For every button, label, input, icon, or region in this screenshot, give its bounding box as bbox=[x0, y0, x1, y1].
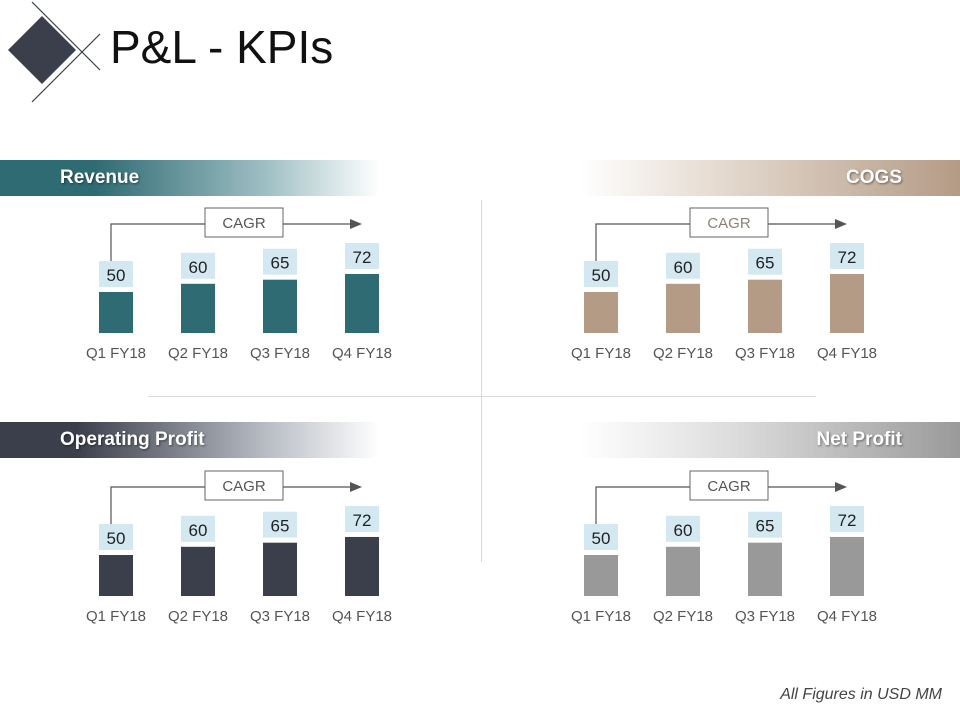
cogs-category-label-3: Q3 FY18 bbox=[735, 345, 795, 362]
operating-profit-header-label: Operating Profit bbox=[60, 429, 205, 450]
cogs-bar-2 bbox=[666, 283, 700, 333]
operating-profit-cagr-box bbox=[204, 470, 284, 501]
net-profit-header: Net Profit bbox=[580, 422, 960, 458]
operating-profit-category-label-3: Q3 FY18 bbox=[250, 608, 310, 625]
operating-profit-cagr-arrow-head-icon bbox=[350, 482, 362, 492]
horizontal-divider bbox=[148, 396, 816, 397]
operating-profit-value-label-1: 50 bbox=[107, 529, 126, 548]
net-profit-category-label-3: Q3 FY18 bbox=[735, 608, 795, 625]
operating-profit-value-label-2: 60 bbox=[189, 521, 208, 540]
cogs-header: COGS bbox=[580, 160, 960, 196]
net-profit-value-label-bg-1 bbox=[584, 524, 618, 550]
net-profit-value-label-bg-3 bbox=[748, 511, 782, 538]
operating-profit-value-label-3: 65 bbox=[271, 517, 290, 536]
operating-profit-category-label-2: Q2 FY18 bbox=[168, 608, 228, 625]
revenue-value-label-1: 50 bbox=[107, 266, 126, 285]
revenue-value-label-bg-2 bbox=[181, 252, 215, 279]
cogs-bar-1 bbox=[584, 292, 618, 333]
operating-profit-value-label-bg-4 bbox=[345, 505, 379, 532]
revenue-header-label: Revenue bbox=[60, 167, 140, 188]
revenue-bar-4 bbox=[345, 273, 379, 333]
net-profit-category-label-4: Q4 FY18 bbox=[817, 608, 877, 625]
cogs-category-label-1: Q1 FY18 bbox=[571, 345, 631, 362]
operating-profit-cagr-label: CAGR bbox=[222, 478, 266, 495]
revenue-value-label-4: 72 bbox=[353, 248, 372, 267]
revenue-value-label-2: 60 bbox=[189, 258, 208, 277]
net-profit-value-label-bg-2 bbox=[666, 515, 700, 542]
revenue-value-label-3: 65 bbox=[271, 254, 290, 273]
operating-profit-bar-2 bbox=[181, 546, 215, 596]
net-profit-cagr-box bbox=[689, 470, 769, 501]
net-profit-bar-4 bbox=[830, 536, 864, 596]
cogs-value-label-bg-3 bbox=[748, 248, 782, 275]
diamond-logo-icon bbox=[8, 1, 101, 103]
net-profit-bar-2 bbox=[666, 546, 700, 596]
net-profit-value-label-3: 65 bbox=[756, 517, 775, 536]
cogs-cagr-label: CAGR bbox=[707, 215, 751, 232]
vertical-divider bbox=[481, 200, 482, 562]
cogs-value-label-4: 72 bbox=[838, 248, 857, 267]
cogs-bar-3 bbox=[748, 279, 782, 333]
cogs-value-label-bg-4 bbox=[830, 242, 864, 269]
operating-profit-header: Operating Profit bbox=[0, 422, 380, 458]
operating-profit-bar-4 bbox=[345, 536, 379, 596]
cogs-category-label-4: Q4 FY18 bbox=[817, 345, 877, 362]
operating-profit-category-label-1: Q1 FY18 bbox=[86, 608, 146, 625]
cogs-value-label-3: 65 bbox=[756, 254, 775, 273]
net-profit-cagr-label: CAGR bbox=[707, 478, 751, 495]
cogs-value-label-2: 60 bbox=[674, 258, 693, 277]
revenue-value-label-bg-3 bbox=[263, 248, 297, 275]
operating-profit-bar-1 bbox=[99, 555, 133, 596]
revenue-value-label-bg-4 bbox=[345, 242, 379, 269]
operating-profit-value-label-bg-2 bbox=[181, 515, 215, 542]
revenue-category-label-4: Q4 FY18 bbox=[332, 345, 392, 362]
net-profit-header-label: Net Profit bbox=[816, 429, 903, 450]
operating-profit-category-label-4: Q4 FY18 bbox=[332, 608, 392, 625]
operating-profit-value-label-bg-1 bbox=[99, 524, 133, 550]
net-profit-value-label-1: 50 bbox=[592, 529, 611, 548]
revenue-bar-2 bbox=[181, 283, 215, 333]
net-profit-category-label-1: Q1 FY18 bbox=[571, 608, 631, 625]
revenue-bar-1 bbox=[99, 292, 133, 333]
cogs-category-label-2: Q2 FY18 bbox=[653, 345, 713, 362]
revenue-header: Revenue bbox=[0, 160, 380, 196]
operating-profit-value-label-bg-3 bbox=[263, 511, 297, 538]
revenue-category-label-3: Q3 FY18 bbox=[250, 345, 310, 362]
revenue-value-label-bg-1 bbox=[99, 261, 133, 287]
cogs-bar-4 bbox=[830, 273, 864, 333]
net-profit-cagr-arrow-head-icon bbox=[835, 482, 847, 492]
page-title: P&L - KPIs bbox=[110, 21, 334, 73]
revenue-category-label-1: Q1 FY18 bbox=[86, 345, 146, 362]
operating-profit-bar-3 bbox=[263, 542, 297, 596]
revenue-cagr-arrow-head-icon bbox=[350, 219, 362, 229]
footer-note: All Figures in USD MM bbox=[780, 686, 942, 703]
net-profit-bar-3 bbox=[748, 542, 782, 596]
cogs-cagr-box bbox=[689, 207, 769, 238]
revenue-category-label-2: Q2 FY18 bbox=[168, 345, 228, 362]
operating-profit-value-label-4: 72 bbox=[353, 511, 372, 530]
cogs-value-label-bg-1 bbox=[584, 261, 618, 287]
net-profit-bar-1 bbox=[584, 555, 618, 596]
net-profit-value-label-4: 72 bbox=[838, 511, 857, 530]
revenue-cagr-box bbox=[204, 207, 284, 238]
cogs-header-label: COGS bbox=[846, 167, 902, 188]
revenue-cagr-label: CAGR bbox=[222, 215, 266, 232]
cogs-value-label-1: 50 bbox=[592, 266, 611, 285]
net-profit-value-label-bg-4 bbox=[830, 505, 864, 532]
revenue-bar-3 bbox=[263, 279, 297, 333]
cogs-cagr-arrow-head-icon bbox=[835, 219, 847, 229]
net-profit-category-label-2: Q2 FY18 bbox=[653, 608, 713, 625]
cogs-value-label-bg-2 bbox=[666, 252, 700, 279]
net-profit-value-label-2: 60 bbox=[674, 521, 693, 540]
